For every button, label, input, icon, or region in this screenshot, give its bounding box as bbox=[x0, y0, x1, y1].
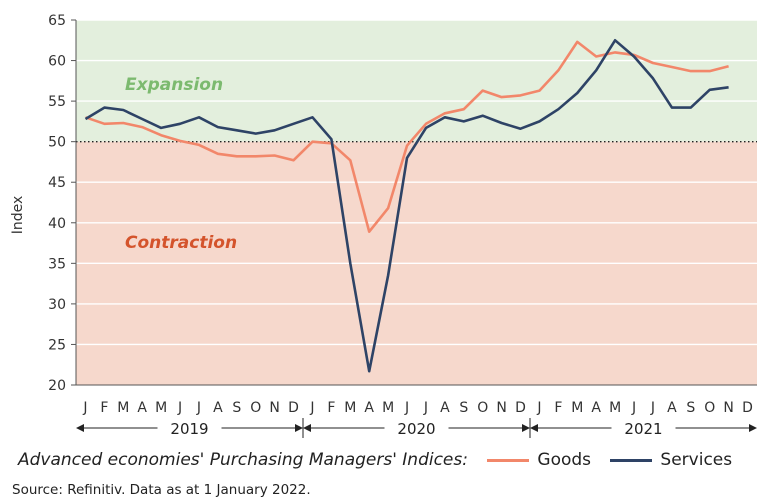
x-tick-label: O bbox=[250, 400, 261, 416]
y-tick-label: 50 bbox=[48, 135, 66, 151]
y-tick-label: 55 bbox=[48, 94, 66, 110]
year-label: 2020 bbox=[397, 420, 435, 438]
legend-label-goods: Goods bbox=[537, 450, 592, 470]
series-lines bbox=[84, 38, 729, 373]
legend: Advanced economies' Purchasing Managers'… bbox=[18, 450, 768, 476]
x-tick-label: J bbox=[650, 400, 655, 416]
x-tick-label: S bbox=[232, 400, 241, 416]
x-tick-label: N bbox=[269, 400, 279, 416]
x-tick-label: J bbox=[423, 400, 428, 416]
x-tick-label: O bbox=[704, 400, 715, 416]
x-tick-label: M bbox=[155, 400, 167, 416]
y-tick-label: 40 bbox=[48, 216, 66, 232]
axes bbox=[75, 20, 757, 386]
x-tick-label: J bbox=[631, 400, 636, 416]
y-tick-label: 30 bbox=[48, 297, 66, 313]
chart-title: Advanced economies' Purchasing Managers'… bbox=[18, 450, 468, 470]
x-tick-label: F bbox=[100, 400, 108, 416]
x-tick-label: M bbox=[382, 400, 394, 416]
x-tick-label: J bbox=[536, 400, 541, 416]
x-tick-label: D bbox=[515, 400, 526, 416]
x-tick-label: M bbox=[117, 400, 129, 416]
x-tick-label: S bbox=[686, 400, 695, 416]
series-line-services bbox=[84, 38, 729, 373]
year-label: 2021 bbox=[624, 420, 662, 438]
x-tick-label: M bbox=[571, 400, 583, 416]
x-tick-label: A bbox=[440, 400, 450, 416]
y-tick-label: 20 bbox=[48, 378, 66, 394]
source-note: Source: Refinitiv. Data as at 1 January … bbox=[12, 482, 311, 498]
x-tick-label: J bbox=[177, 400, 182, 416]
x-tick-label: O bbox=[477, 400, 488, 416]
x-tick-label: N bbox=[723, 400, 733, 416]
legend-label-services: Services bbox=[660, 450, 733, 470]
x-tick-label: A bbox=[591, 400, 601, 416]
year-label: 2019 bbox=[170, 420, 208, 438]
x-tick-label: J bbox=[82, 400, 87, 416]
y-axis-label: Index bbox=[10, 196, 26, 235]
legend-swatch-goods bbox=[487, 458, 530, 462]
x-tick-label: A bbox=[667, 400, 677, 416]
x-tick-label: A bbox=[364, 400, 374, 416]
legend-swatch-services bbox=[610, 458, 653, 462]
x-tick-label: M bbox=[609, 400, 621, 416]
series-line-goods bbox=[85, 40, 729, 233]
x-tick-label: N bbox=[496, 400, 506, 416]
x-tick-label: J bbox=[404, 400, 409, 416]
x-tick-label: F bbox=[554, 400, 562, 416]
grid-lines bbox=[76, 19, 757, 346]
year-axis: 2019 2020 2021 bbox=[76, 418, 757, 438]
x-tick-label: J bbox=[309, 400, 314, 416]
y-tick-label: 35 bbox=[48, 256, 66, 272]
x-tick-label: J bbox=[196, 400, 201, 416]
y-tick-label: 25 bbox=[48, 337, 66, 353]
x-tick-label: A bbox=[213, 400, 223, 416]
x-tick-label: A bbox=[137, 400, 147, 416]
x-tick-label: M bbox=[344, 400, 356, 416]
y-tick-label: 60 bbox=[48, 54, 66, 70]
zone-labels: Expansion Contraction bbox=[125, 75, 237, 253]
zone-label-contraction: Contraction bbox=[125, 233, 237, 253]
zone-label-expansion: Expansion bbox=[125, 75, 223, 95]
x-tick-label: D bbox=[742, 400, 753, 416]
x-tick-label: D bbox=[288, 400, 299, 416]
y-tick-label: 45 bbox=[48, 175, 66, 191]
x-tick-label: S bbox=[459, 400, 468, 416]
y-tick-label: 65 bbox=[48, 13, 66, 29]
x-tick-label: F bbox=[327, 400, 335, 416]
